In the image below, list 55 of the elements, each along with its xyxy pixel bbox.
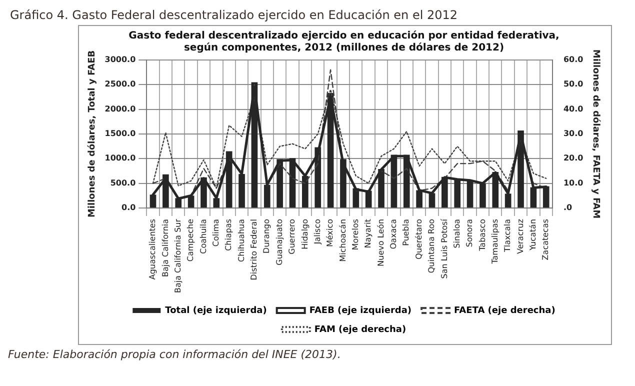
x-tick-label: Jalisco [312, 218, 322, 246]
x-tick-label: Guanajuato [274, 218, 284, 266]
x-tick-label: Morelos [350, 218, 360, 250]
x-tick-label: Baja California Sur [173, 218, 182, 294]
legend-label: FAEB (eje izquierda) [309, 306, 412, 316]
y-tick-label: 1500.0 [104, 129, 136, 138]
legend-label: Total (eje izquierda) [165, 306, 267, 316]
x-tick-label: Chiapas [224, 218, 234, 251]
x-tick-label: Tabasco [478, 218, 487, 252]
y-tick-label: 0.0 [122, 203, 136, 212]
legend-label: FAETA (eje derecha) [454, 306, 556, 316]
x-tick-label: Oaxaca [389, 218, 398, 250]
x-tick-label: Puebla [402, 218, 411, 246]
x-tick-label: Veracruz [516, 218, 525, 254]
y2-tick-label: .0 [563, 203, 572, 212]
y-tick-label: 2000.0 [104, 104, 136, 114]
x-tick-label: Querétaro [414, 218, 424, 260]
x-tick-label: Nayarit [364, 218, 373, 248]
x-tick-label: Yucatán [528, 218, 538, 252]
x-tick-label: Tlaxcala [503, 218, 512, 254]
chart-subtitle: Gasto federal descentralizado ejercido en educación por entidad federativa, según componentes, 2012 (millones de dólares de 2012) [128, 30, 560, 54]
x-tick-label: Sonora [465, 218, 474, 248]
x-tick-label: Sinaloa [452, 218, 462, 248]
x-tick-label: Nuevo León [376, 218, 386, 266]
legend-label: FAM (eje derecha) [314, 324, 406, 335]
y2-tick-label: 10.0 [563, 178, 584, 188]
x-tick-label: Campeche [186, 218, 196, 262]
x-tick-label: México [326, 218, 335, 247]
y-tick-label: 500.0 [110, 178, 136, 188]
y2-tick-label: 30.0 [563, 129, 584, 138]
y2-tick-label: 40.0 [563, 104, 584, 114]
y-tick-label: 2500.0 [104, 80, 136, 89]
x-tick-label: Hidalgo [300, 218, 310, 250]
source-note: Fuente: Elaboración propia con información del INEE (2013). [8, 348, 342, 361]
x-tick-label: Coahuila [198, 218, 208, 254]
y-tick-label: 3000.0 [104, 55, 136, 64]
y-tick-label: 1000.0 [104, 154, 136, 163]
y2-tick-label: 50.0 [563, 80, 584, 89]
x-tick-label: Tamaulipas [490, 218, 500, 265]
x-tick-label: Zacatecas [541, 218, 550, 260]
x-tick-label: Durango [262, 218, 272, 254]
y2-tick-label: 60.0 [563, 55, 584, 64]
x-tick-label: Aguascalientes [148, 218, 158, 280]
y2-axis-title: Millones de dólares, FAETA y FAM [590, 49, 602, 219]
x-tick-label: Distrito Federal [250, 218, 259, 280]
x-tick-label: Michoacán [338, 218, 348, 262]
x-tick-label: Chihuahua [236, 218, 246, 262]
y2-tick-label: 20.0 [563, 154, 584, 163]
x-tick-label: Quintana Roo [427, 218, 436, 274]
x-tick-label: Guerrero [288, 218, 297, 254]
y-axis-title: Millones de dólares, Total y FAEB [86, 50, 98, 218]
x-tick-label: Colima [211, 218, 220, 247]
x-tick-label: San Luis Potosí [440, 218, 449, 279]
chart-title: Gráfico 4. Gasto Federal descentralizado ejercido en Educación en el 2012 [10, 8, 459, 22]
x-tick-label: Baja California [160, 218, 170, 278]
